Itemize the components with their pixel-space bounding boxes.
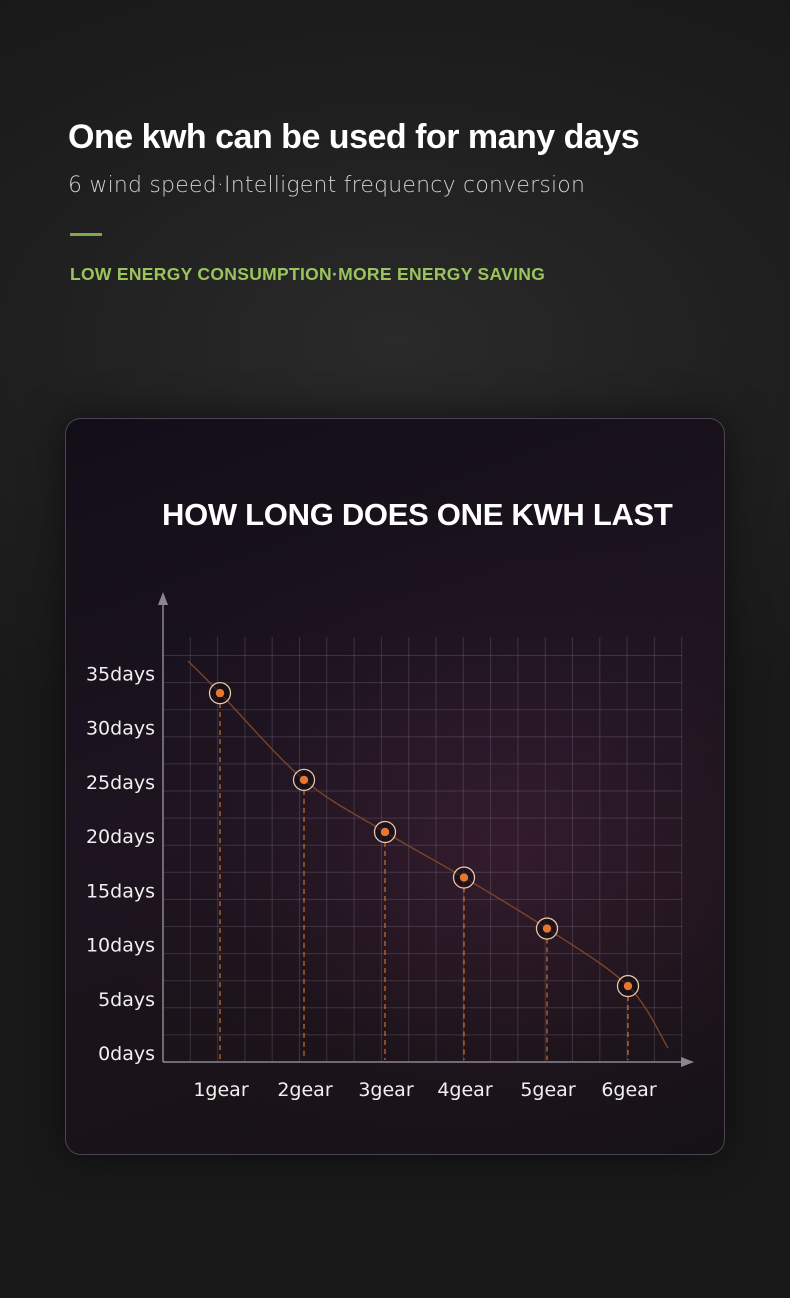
x-axis-arrow-icon xyxy=(681,1057,694,1067)
point-dot xyxy=(459,873,469,882)
points-layer xyxy=(208,681,640,998)
y-tick-label: 0days xyxy=(98,1043,155,1065)
accent-divider xyxy=(70,233,102,236)
y-axis-arrow-icon xyxy=(158,592,168,605)
y-tick-labels: 0days 5days 10days 15days 20days 25days 30days… xyxy=(86,663,155,1065)
chart-title: HOW LONG DOES ONE KWH LAST xyxy=(162,497,673,532)
y-tick-label: 35days xyxy=(86,663,155,685)
y-tick-label: 5days xyxy=(98,989,155,1011)
point-dot xyxy=(299,775,309,785)
point-dot xyxy=(215,688,225,698)
data-point-2gear xyxy=(292,768,316,792)
data-point-3gear xyxy=(373,820,397,844)
y-tick-label: 10days xyxy=(86,935,155,957)
x-tick-label: 3gear xyxy=(358,1079,413,1101)
chart-axes xyxy=(158,592,694,1067)
data-point-4gear xyxy=(452,866,476,889)
chart-card xyxy=(65,418,725,1155)
x-tick-labels: 1gear 2gear 3gear 4gear 5gear 6gear xyxy=(193,1079,656,1101)
x-tick-label: 1gear xyxy=(193,1079,248,1101)
y-tick-label: 20days xyxy=(86,826,155,848)
data-point-1gear xyxy=(208,681,232,705)
data-point-6gear xyxy=(616,974,640,998)
chart-grid xyxy=(162,637,683,1063)
y-tick-label: 30days xyxy=(86,718,155,740)
x-tick-label: 5gear xyxy=(520,1079,575,1101)
tagline: LOW ENERGY CONSUMPTION·MORE ENERGY SAVIN… xyxy=(70,264,546,284)
y-tick-label: 25days xyxy=(86,772,155,794)
page-subtitle: 6 wind speed·Intelligent frequency conve… xyxy=(68,173,586,198)
x-tick-label: 2gear xyxy=(277,1079,332,1101)
data-point-5gear xyxy=(535,917,559,940)
page-title: One kwh can be used for many days xyxy=(68,118,640,156)
point-dot xyxy=(623,981,633,991)
curve-layer xyxy=(187,660,669,1049)
x-tick-label: 6gear xyxy=(601,1079,656,1101)
y-tick-label: 15days xyxy=(86,880,155,902)
point-dot xyxy=(542,924,552,933)
series-line xyxy=(187,660,669,1049)
x-tick-label: 4gear xyxy=(437,1079,492,1101)
drop-lines xyxy=(219,703,629,1060)
point-dot xyxy=(380,827,390,837)
